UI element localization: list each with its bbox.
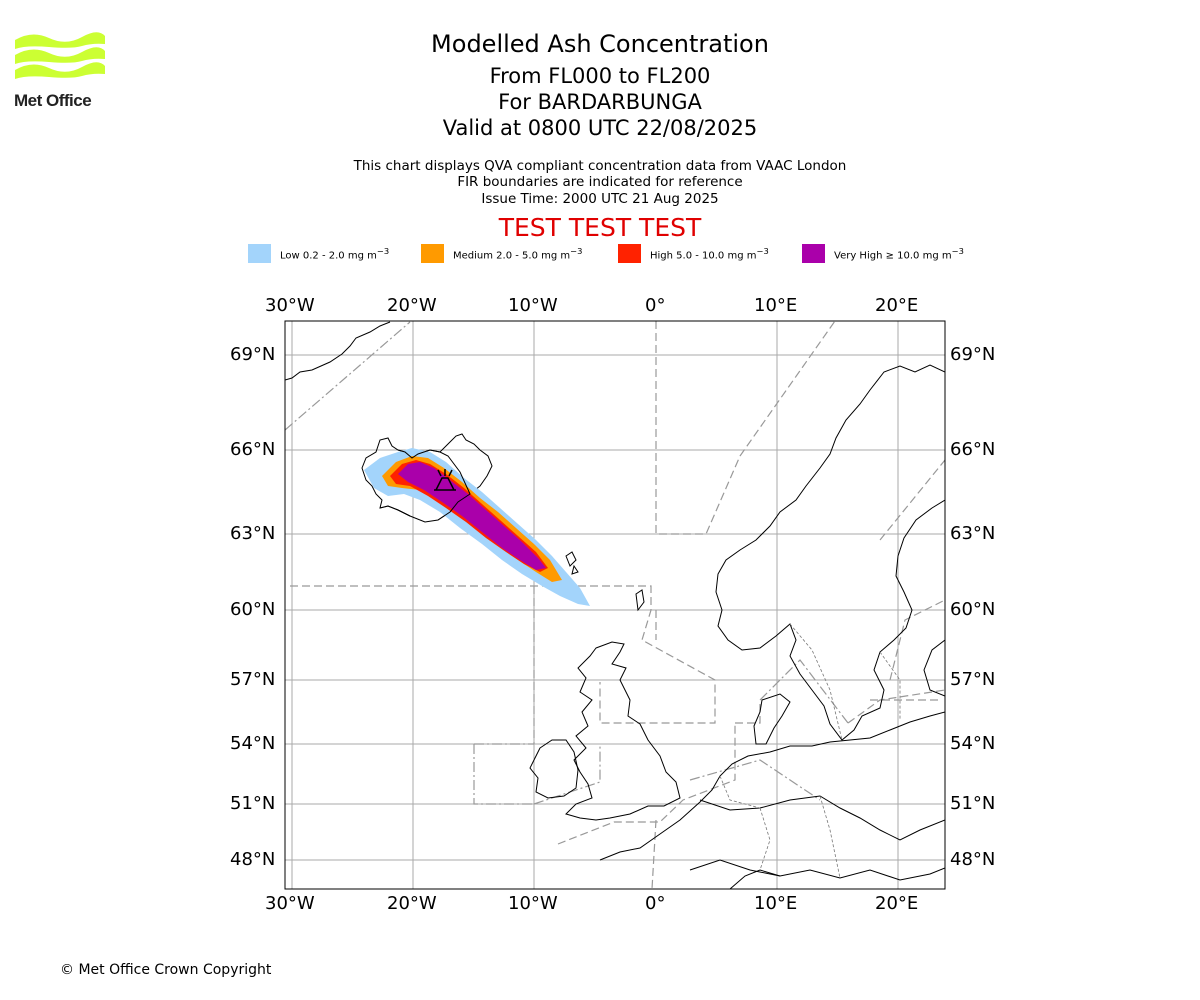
legend-item-very-high: Very High ≥ 10.0 mg m−3: [802, 244, 964, 263]
legend-label-high: High 5.0 - 10.0 mg m−3: [650, 245, 769, 262]
legend-swatch-low: [248, 244, 271, 263]
lat-label-left: 48°N: [230, 849, 276, 870]
lon-label-bottom: 20°W: [387, 893, 437, 914]
lat-label-left: 60°N: [230, 599, 276, 620]
country-borders: [719, 623, 901, 879]
lat-label-right: 63°N: [950, 523, 996, 544]
lat-label-right: 69°N: [950, 344, 996, 365]
legend-swatch-medium: [421, 244, 444, 263]
test-banner: TEST TEST TEST: [498, 213, 702, 242]
legend-swatch-high: [618, 244, 641, 263]
logo-text: Met Office: [14, 91, 92, 110]
lat-label-right: 51°N: [950, 793, 996, 814]
lat-label-right: 57°N: [950, 669, 996, 690]
lat-label-left: 66°N: [230, 439, 276, 460]
copyright-notice: © Met Office Crown Copyright: [60, 962, 272, 978]
lon-label-top: 10°E: [754, 295, 798, 316]
lat-label-right: 60°N: [950, 599, 996, 620]
lat-label-left: 63°N: [230, 523, 276, 544]
ash-plume: [364, 448, 590, 606]
lat-label-left: 69°N: [230, 344, 276, 365]
lon-label-bottom: 10°W: [508, 893, 558, 914]
legend-label-medium: Medium 2.0 - 5.0 mg m−3: [453, 245, 583, 262]
legend-swatch-very-high: [802, 244, 825, 263]
legend-item-low: Low 0.2 - 2.0 mg m−3: [248, 244, 389, 263]
lon-label-top: 10°W: [508, 295, 558, 316]
legend-label-very-high: Very High ≥ 10.0 mg m−3: [834, 245, 964, 262]
met-office-logo: [15, 32, 105, 79]
volcano-icon: [434, 469, 456, 491]
lon-label-bottom: 20°E: [875, 893, 919, 914]
lat-label-left: 51°N: [230, 793, 276, 814]
ash-map: [284, 320, 946, 890]
legend-item-medium: Medium 2.0 - 5.0 mg m−3: [421, 244, 582, 263]
lon-label-bottom: 0°: [645, 893, 666, 914]
lat-label-right: 66°N: [950, 439, 996, 460]
fir-boundaries: [290, 321, 945, 889]
valid-time: Valid at 0800 UTC 22/08/2025: [442, 116, 758, 140]
lon-label-bottom: 10°E: [754, 893, 798, 914]
lat-label-left: 57°N: [230, 669, 276, 690]
lon-label-top: 0°: [645, 295, 666, 316]
lon-label-top: 20°E: [875, 295, 919, 316]
lon-label-top: 20°W: [387, 295, 437, 316]
issue-time: Issue Time: 2000 UTC 21 Aug 2025: [481, 191, 719, 207]
lon-label-top: 30°W: [265, 295, 315, 316]
lon-label-bottom: 30°W: [265, 893, 315, 914]
legend-item-high: High 5.0 - 10.0 mg m−3: [618, 244, 769, 263]
fir-note: FIR boundaries are indicated for referen…: [457, 174, 743, 190]
lat-label-right: 54°N: [950, 733, 996, 754]
chart-title: Modelled Ash Concentration: [431, 30, 769, 58]
lat-label-right: 48°N: [950, 849, 996, 870]
ash-very-high: [398, 462, 546, 570]
lat-label-left: 54°N: [230, 733, 276, 754]
flight-level-range: From FL000 to FL200: [489, 64, 711, 88]
compliance-note: This chart displays QVA compliant concen…: [353, 158, 847, 174]
volcano-name: For BARDARBUNGA: [498, 90, 702, 114]
legend-label-low: Low 0.2 - 2.0 mg m−3: [280, 245, 390, 262]
